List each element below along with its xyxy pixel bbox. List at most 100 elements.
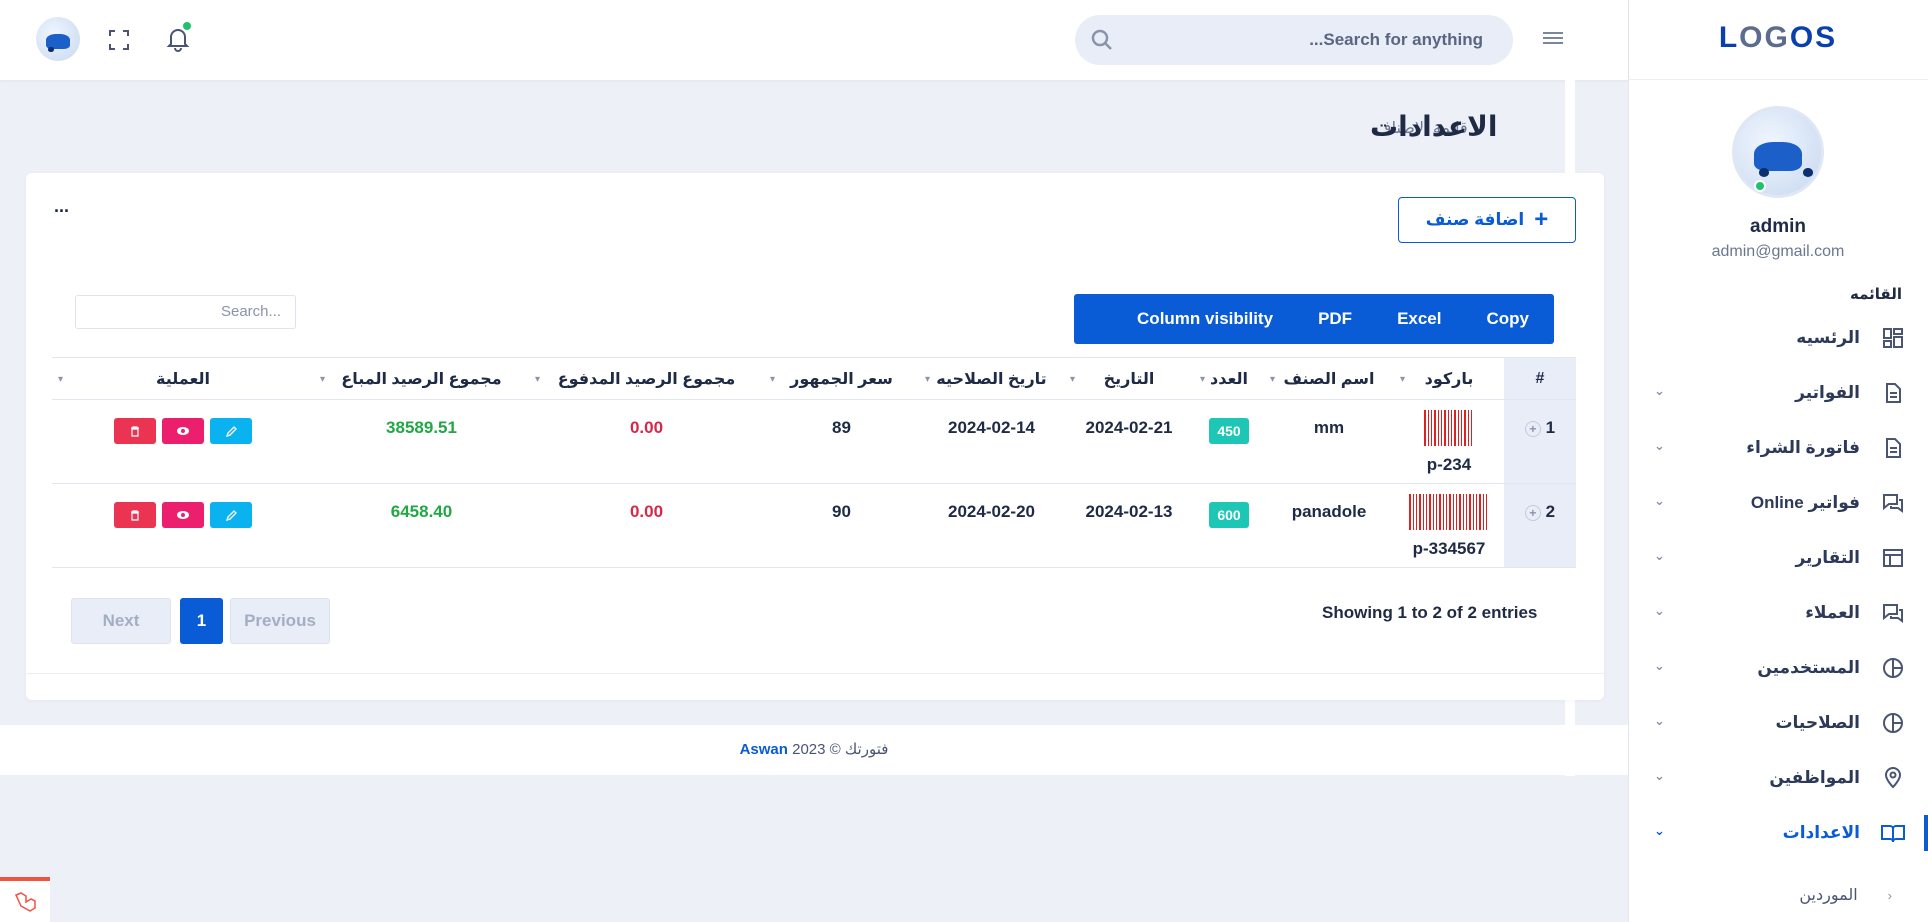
price-cell: 89 bbox=[764, 399, 919, 484]
global-search-input[interactable]: ...Search for anything bbox=[1309, 30, 1483, 49]
col-barcode[interactable]: باركود ▾ bbox=[1394, 357, 1504, 400]
sidebar-item-label: فاتورة الشراء bbox=[1746, 437, 1860, 457]
laravel-icon[interactable] bbox=[0, 877, 50, 922]
sidebar-item-1[interactable]: الفواتير ⌄ bbox=[1628, 365, 1928, 420]
more-options[interactable]: ... bbox=[54, 196, 70, 216]
row-index-cell[interactable]: 2 + bbox=[1504, 483, 1576, 568]
table-icon bbox=[1880, 545, 1906, 571]
col-price-label: سعر الجمهور bbox=[790, 370, 893, 388]
menu-toggle-icon[interactable] bbox=[1543, 29, 1569, 51]
view-button[interactable] bbox=[162, 418, 204, 444]
excel-button[interactable]: Excel bbox=[1397, 309, 1442, 328]
page-1-button[interactable]: 1 bbox=[180, 598, 223, 644]
delete-button[interactable] bbox=[114, 502, 156, 528]
sidebar-item-label: العملاء bbox=[1805, 602, 1860, 622]
pdf-button[interactable]: PDF bbox=[1318, 309, 1353, 328]
next-page-button[interactable]: Next bbox=[71, 598, 171, 644]
chat-icon bbox=[1880, 600, 1906, 626]
bell-icon[interactable] bbox=[165, 26, 191, 52]
col-index[interactable]: # bbox=[1504, 357, 1576, 400]
trash-icon bbox=[131, 425, 139, 437]
delete-button[interactable] bbox=[114, 418, 156, 444]
paid-cell: 0.00 bbox=[529, 399, 764, 484]
expand-row-icon[interactable]: + bbox=[1524, 505, 1541, 521]
eye-icon bbox=[177, 427, 189, 435]
entries-info: Showing 1 to 2 of 2 entries bbox=[1322, 603, 1538, 622]
col-actions[interactable]: العملية ▾ bbox=[52, 357, 314, 400]
trash-icon bbox=[131, 509, 139, 521]
sidebar-item-0[interactable]: الرئسيه bbox=[1628, 310, 1928, 365]
card-divider bbox=[26, 673, 1604, 674]
barcode-text: p-334567 bbox=[1412, 539, 1486, 558]
sidebar-subitem-label: الموردين bbox=[1799, 887, 1858, 904]
row-index: 1 bbox=[1545, 418, 1556, 437]
sidebar-item-label: الفواتير bbox=[1795, 382, 1860, 402]
paid-cell: 0.00 bbox=[529, 483, 764, 568]
row-index-cell[interactable]: 1 + bbox=[1504, 399, 1576, 484]
sidebar-item-2[interactable]: فاتورة الشراء ⌄ bbox=[1628, 420, 1928, 475]
sidebar-item-4[interactable]: التقارير ⌄ bbox=[1628, 530, 1928, 585]
sidebar-item-label: التقارير bbox=[1795, 547, 1860, 567]
sort-icon: ▾ bbox=[1400, 374, 1406, 385]
fullscreen-icon[interactable] bbox=[108, 29, 130, 51]
sidebar-subitem-suppliers[interactable]: ‹ الموردين bbox=[1628, 875, 1928, 915]
col-actions-label: العملية bbox=[155, 370, 210, 388]
sidebar-item-7[interactable]: الصلاحيات ⌄ bbox=[1628, 695, 1928, 750]
column-visibility-button[interactable]: Column visibility bbox=[1137, 309, 1274, 328]
barcode-cell: p-234 bbox=[1394, 399, 1504, 484]
location-icon bbox=[1880, 765, 1906, 791]
barcode-image bbox=[1409, 494, 1487, 530]
barcode-image bbox=[1424, 410, 1472, 446]
col-barcode-label: باركود bbox=[1424, 370, 1474, 388]
edit-button[interactable] bbox=[210, 418, 252, 444]
export-buttons: Copy Excel PDF Column visibility bbox=[1074, 294, 1554, 344]
sort-icon: ▾ bbox=[320, 374, 326, 385]
sidebar-item-label: المستخدمين bbox=[1757, 657, 1860, 677]
top-bar: ...Search for anything bbox=[0, 0, 1628, 80]
col-expiry[interactable]: تاريخ الصلاحيه ▾ bbox=[919, 357, 1064, 400]
sort-icon: ▾ bbox=[925, 374, 931, 385]
expiry-cell: 2024-02-14 bbox=[919, 399, 1064, 484]
view-button[interactable] bbox=[162, 502, 204, 528]
profile-email: admin@gmail.com bbox=[1711, 243, 1845, 260]
sidebar-item-label: فواتير Online bbox=[1750, 492, 1860, 512]
col-paid[interactable]: مجموع الرصيد المدفوع ▾ bbox=[529, 357, 764, 400]
profile-avatar[interactable] bbox=[1732, 106, 1824, 198]
sidebar-item-label: الصلاحيات bbox=[1775, 712, 1860, 732]
sidebar-item-9[interactable]: الاعدادات ⌄ bbox=[1628, 805, 1928, 860]
copy-button[interactable]: Copy bbox=[1486, 309, 1530, 328]
breadcrumb[interactable]: قائمة الاصناف bbox=[1375, 120, 1468, 137]
previous-page-button[interactable]: Previous bbox=[230, 598, 330, 644]
footer-text: فتورتك © 2023 bbox=[792, 741, 889, 758]
sidebar-item-3[interactable]: فواتير Online ⌄ bbox=[1628, 475, 1928, 530]
pie-icon bbox=[1880, 710, 1906, 736]
sidebar-item-6[interactable]: المستخدمين ⌄ bbox=[1628, 640, 1928, 695]
item-name-cell: panadole bbox=[1264, 483, 1394, 568]
col-qty-label: العدد bbox=[1210, 370, 1248, 388]
price-cell: 90 bbox=[764, 483, 919, 568]
sidebar-item-8[interactable]: المواظفين ⌄ bbox=[1628, 750, 1928, 805]
chevron-down-icon: ⌄ bbox=[1654, 548, 1665, 563]
qty-badge: 450 bbox=[1209, 418, 1249, 444]
col-date-label: التاريخ bbox=[1103, 370, 1155, 388]
col-sold[interactable]: مجموع الرصيد المباع ▾ bbox=[314, 357, 529, 400]
user-avatar[interactable] bbox=[36, 17, 80, 61]
col-sold-label: مجموع الرصيد المباع bbox=[341, 370, 502, 388]
global-search[interactable]: ...Search for anything bbox=[1075, 15, 1513, 65]
footer-brand-link[interactable]: Aswan bbox=[739, 741, 788, 758]
sidebar-item-label: الرئسيه bbox=[1796, 327, 1860, 347]
col-name[interactable]: اسم الصنف ▾ bbox=[1264, 357, 1394, 400]
col-qty[interactable]: العدد ▾ bbox=[1194, 357, 1264, 400]
pie-icon bbox=[1880, 655, 1906, 681]
col-date[interactable]: التاريخ ▾ bbox=[1064, 357, 1194, 400]
sort-icon: ▾ bbox=[1200, 374, 1206, 385]
table-search-input[interactable]: Search... bbox=[75, 295, 296, 329]
col-price[interactable]: سعر الجمهور ▾ bbox=[764, 357, 919, 400]
chevron-down-icon: ⌄ bbox=[1654, 768, 1665, 783]
expand-row-icon[interactable]: + bbox=[1524, 421, 1541, 437]
edit-button[interactable] bbox=[210, 502, 252, 528]
sidebar-item-5[interactable]: العملاء ⌄ bbox=[1628, 585, 1928, 640]
add-item-button[interactable]: + اضافة صنف bbox=[1398, 197, 1576, 243]
app-logo[interactable]: LOGOS bbox=[1628, 0, 1928, 80]
notification-dot bbox=[183, 22, 191, 30]
